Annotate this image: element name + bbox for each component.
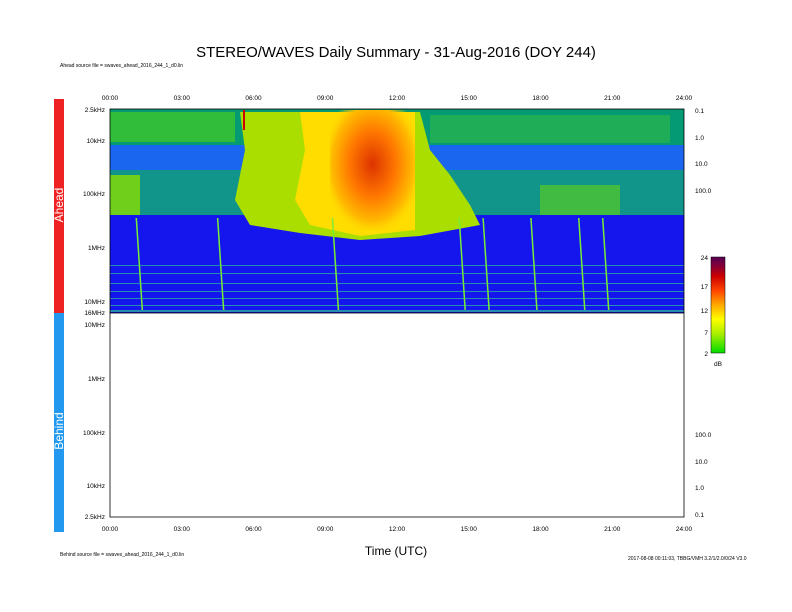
colorbar: 24 17 12 7 2 dB <box>701 255 726 368</box>
ahead-source-label: Ahead source file = swaves_ahead_2016_24… <box>60 63 184 69</box>
burst-6 <box>578 217 586 311</box>
ahead-ytick-1: 10kHz <box>87 138 105 145</box>
top-tick-1: 03:00 <box>174 95 191 102</box>
behind-rtick-3: 0.1 <box>695 512 704 519</box>
bottom-tick-4: 12:00 <box>389 526 406 533</box>
behind-ytick-4: 2.5kHz <box>85 514 105 521</box>
footer-note: 2017-08-08 00:11:03, TBBG/VMH 3.2/1/2.0/… <box>628 556 747 562</box>
bottom-tick-6: 18:00 <box>532 526 549 533</box>
ahead-right-axis: 0.1 1.0 10.0 100.0 <box>695 108 712 195</box>
burst-0 <box>135 217 144 311</box>
top-tick-8: 24:00 <box>676 95 693 102</box>
colorbar-unit: dB <box>714 361 722 368</box>
ahead-rtick-1: 1.0 <box>695 135 704 142</box>
burst-1 <box>216 217 225 311</box>
emission-core <box>330 110 415 230</box>
behind-side-bar <box>54 313 64 532</box>
bottom-tick-8: 24:00 <box>676 526 693 533</box>
behind-ytick-3: 10kHz <box>87 483 105 490</box>
colorbar-gradient <box>710 256 726 354</box>
ahead-rtick-2: 10.0 <box>695 161 708 168</box>
ahead-rtick-3: 100.0 <box>695 188 712 195</box>
burst-5 <box>530 217 538 311</box>
burst-3 <box>458 217 466 311</box>
chart-title: STEREO/WAVES Daily Summary - 31-Aug-2016… <box>196 44 596 61</box>
ahead-side-bar <box>54 99 64 313</box>
burst-7 <box>601 217 610 311</box>
ahead-ytick-0: 2.5kHz <box>85 107 105 114</box>
top-tick-2: 06:00 <box>245 95 262 102</box>
colorbar-tick-3: 7 <box>704 330 708 337</box>
bottom-tick-1: 03:00 <box>174 526 191 533</box>
behind-y-axis: 10MHz 1MHz 100kHz 10kHz 2.5kHz <box>83 322 105 521</box>
bottom-tick-2: 06:00 <box>245 526 262 533</box>
x-axis-title: Time (UTC) <box>364 544 428 558</box>
early-patch <box>110 175 140 215</box>
colorbar-tick-2: 12 <box>701 308 709 315</box>
top-tick-7: 21:00 <box>604 95 621 102</box>
bottom-tick-0: 00:00 <box>102 526 119 533</box>
behind-ytick-1: 1MHz <box>88 376 105 383</box>
ahead-ytick-3: 1MHz <box>88 245 105 252</box>
morning-patch <box>110 112 235 142</box>
behind-rtick-1: 10.0 <box>695 459 708 466</box>
afternoon-patch <box>430 115 670 143</box>
behind-ytick-0: 10MHz <box>84 322 105 329</box>
ahead-rtick-0: 0.1 <box>695 108 704 115</box>
ahead-ytick-2: 100kHz <box>83 191 105 198</box>
top-tick-6: 18:00 <box>532 95 549 102</box>
top-x-axis: 00:00 03:00 06:00 09:00 12:00 15:00 18:0… <box>102 95 693 102</box>
hf-lines <box>110 265 684 312</box>
colorbar-tick-4: 2 <box>704 351 708 358</box>
colorbar-tick-1: 17 <box>701 284 709 291</box>
top-tick-0: 00:00 <box>102 95 119 102</box>
behind-ytick-2: 100kHz <box>83 430 105 437</box>
ahead-y-axis: 2.5kHz 10kHz 100kHz 1MHz 10MHz 16MHz <box>83 107 105 317</box>
bottom-tick-5: 15:00 <box>461 526 478 533</box>
bottom-x-axis: 00:00 03:00 06:00 09:00 12:00 15:00 18:0… <box>102 526 693 533</box>
behind-rtick-2: 1.0 <box>695 485 704 492</box>
behind-rtick-0: 100.0 <box>695 432 712 439</box>
ahead-ytick-5: 16MHz <box>84 310 105 317</box>
ahead-spectrogram <box>109 108 685 314</box>
bottom-tick-7: 21:00 <box>604 526 621 533</box>
burst-2 <box>331 217 340 311</box>
colorbar-tick-0: 24 <box>701 255 709 262</box>
burst-4 <box>482 217 490 311</box>
behind-frame <box>109 312 685 518</box>
ahead-ytick-4: 10MHz <box>84 299 105 306</box>
evening-patch <box>540 185 620 215</box>
behind-source-label: Behind source file = swaves_ahead_2016_2… <box>60 552 185 558</box>
behind-right-axis: 100.0 10.0 1.0 0.1 <box>695 432 712 519</box>
top-tick-4: 12:00 <box>389 95 406 102</box>
top-tick-3: 09:00 <box>317 95 334 102</box>
top-tick-5: 15:00 <box>461 95 478 102</box>
bottom-tick-3: 09:00 <box>317 526 334 533</box>
type-iii-bursts <box>135 217 610 311</box>
